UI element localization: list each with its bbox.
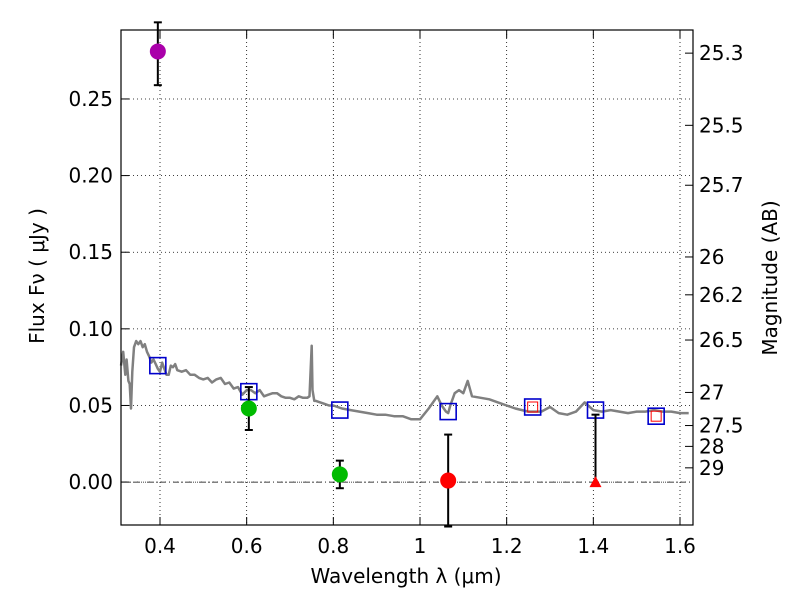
x-tick-label: 1.6	[664, 534, 696, 558]
model-photometry-square	[149, 356, 167, 375]
magnitude-tick-label: 25.5	[699, 113, 744, 137]
magnitude-tick-label: 26.5	[699, 328, 744, 352]
x-tick-label: 1.4	[577, 534, 609, 558]
magnitude-tick-label: 26.2	[699, 283, 744, 307]
data-point	[440, 472, 457, 489]
x-tick-label: 0.8	[317, 534, 349, 558]
data-point	[149, 43, 166, 60]
x-tick-label: 1	[414, 534, 427, 558]
model-spectrum-line	[119, 339, 689, 421]
magnitude-tick-label: 27.5	[699, 414, 744, 438]
model-photometry-square	[647, 407, 665, 425]
right-axis-label: Magnitude (AB)	[758, 200, 782, 355]
y-axis-ticks: 0.00 0.05 0.10 0.15 0.20 0.25	[68, 87, 129, 494]
plot-border	[120, 29, 694, 526]
y-axis-label: Flux Fν ( μJy )	[25, 208, 49, 344]
x-tick-label: 0.4	[144, 534, 176, 558]
data-point	[331, 466, 348, 483]
y-tick-label: 0.15	[68, 240, 113, 264]
y-tick-label: 0.00	[68, 470, 113, 494]
model-photometry-square	[331, 401, 349, 419]
y-tick-label: 0.20	[68, 164, 113, 188]
magnitude-tick-label: 25.3	[699, 41, 744, 65]
x-tick-label: 1.2	[491, 534, 523, 558]
x-tick-label: 0.6	[231, 534, 263, 558]
magnitude-tick-label: 25.7	[699, 173, 744, 197]
y-tick-label: 0.25	[68, 87, 113, 111]
magnitude-tick-label: 27	[699, 380, 724, 404]
grid-lines	[121, 30, 693, 525]
magnitude-tick-label: 28	[699, 434, 724, 458]
model-photometry-square	[523, 398, 542, 416]
x-axis-ticks: 0.4 0.6 0.8 1 1.2 1.4 1.6	[144, 30, 696, 558]
upper-limit-triangle	[589, 476, 602, 488]
inner-square-marker	[527, 401, 539, 413]
y-tick-label: 0.05	[68, 393, 113, 417]
model-photometry-square	[439, 402, 457, 421]
series-layer	[119, 21, 689, 528]
magnitude-tick-label: 26	[699, 245, 724, 269]
x-axis-label: Wavelength λ (μm)	[310, 564, 501, 588]
magnitude-tick-label: 29	[699, 456, 724, 480]
plot-frame	[120, 29, 694, 526]
inner-square-marker	[650, 410, 662, 422]
data-point	[240, 400, 257, 417]
y-tick-label: 0.10	[68, 317, 113, 341]
